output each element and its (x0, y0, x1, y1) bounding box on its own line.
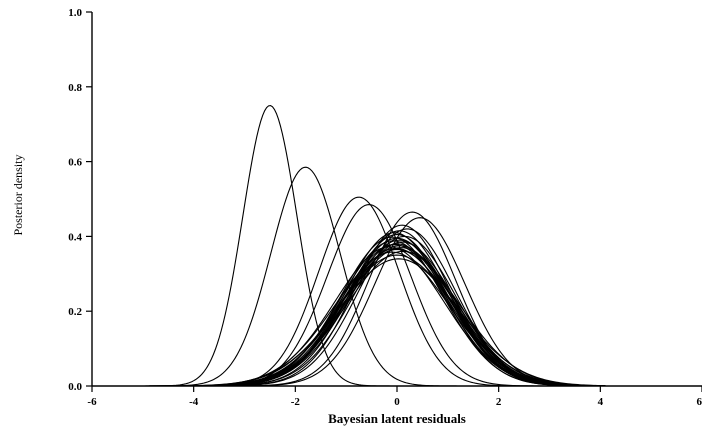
density-curve (132, 196, 606, 387)
x-tick-label: 0 (394, 396, 400, 408)
density-curve (132, 254, 606, 387)
y-tick-label: 0.0 (68, 381, 82, 393)
x-tick-label: -4 (189, 396, 199, 408)
x-tick-label: 4 (598, 396, 604, 408)
y-tick-label: 0.4 (68, 231, 82, 243)
density-curve (132, 258, 606, 387)
density-curve (132, 166, 606, 387)
density-curve (132, 224, 606, 387)
y-tick-label: 0.6 (68, 157, 82, 169)
density-curve (132, 211, 606, 387)
y-axis-title: Posterior density (11, 155, 25, 236)
y-tick-label: 1.0 (68, 7, 82, 19)
y-axis-ticks: 0.0 0.2 0.4 0.6 0.8 1.0 (68, 7, 92, 393)
x-tick-label: -6 (87, 396, 97, 408)
density-curve (132, 251, 606, 387)
x-tick-label: 2 (496, 396, 502, 408)
x-axis-ticks: -6 -4 -2 0 2 4 6 (87, 386, 702, 408)
density-curves (132, 105, 606, 387)
density-curve (132, 245, 606, 387)
density-curve (132, 217, 606, 387)
y-tick-label: 0.2 (68, 306, 82, 318)
density-curve (132, 204, 606, 387)
x-tick-label: 6 (697, 396, 702, 408)
density-curve (132, 230, 606, 387)
density-curve (132, 233, 606, 387)
x-tick-label: -2 (291, 396, 301, 408)
y-tick-label: 0.8 (68, 82, 82, 94)
x-axis-title: Bayesian latent residuals (328, 411, 466, 426)
